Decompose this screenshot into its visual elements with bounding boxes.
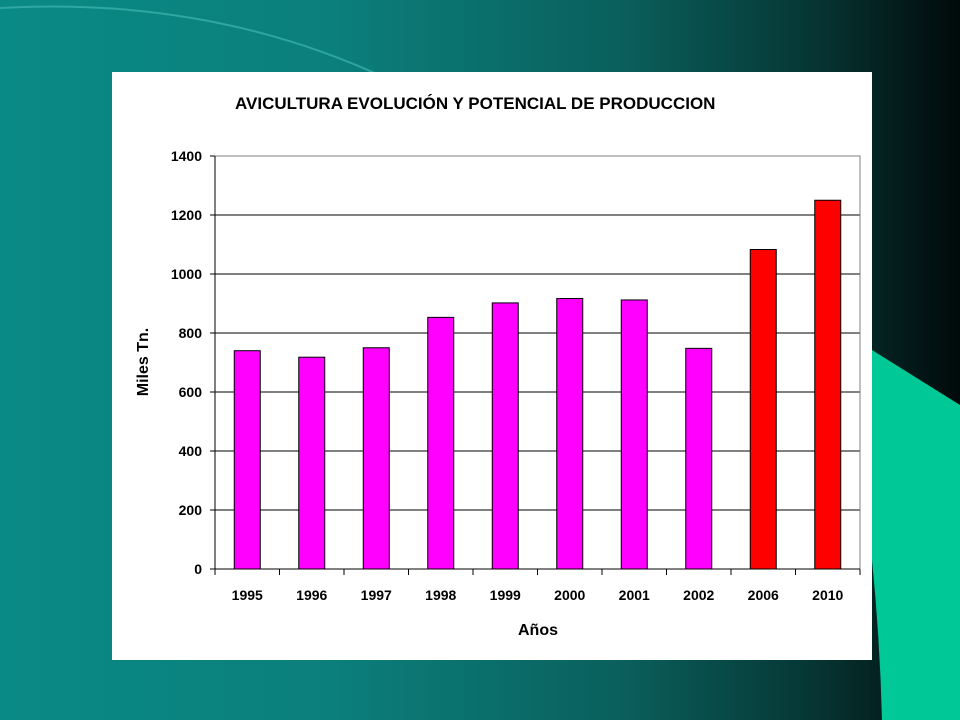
bar-2000: [556, 297, 584, 570]
x-tick-label: 1998: [425, 587, 456, 603]
x-tick-label: 2002: [683, 587, 714, 603]
chart-title: AVICULTURA EVOLUCIÓN Y POTENCIAL DE PROD…: [235, 94, 715, 113]
decorative-accent-shape: [872, 350, 960, 720]
bar-2010: [814, 199, 842, 570]
bar-chart: AVICULTURA EVOLUCIÓN Y POTENCIAL DE PROD…: [135, 94, 861, 639]
bar-2006: [749, 249, 777, 570]
axes: [214, 155, 861, 570]
x-tick-label: 2010: [812, 587, 843, 603]
x-tick-label: 2001: [619, 587, 650, 603]
x-tick-label: 1996: [296, 587, 327, 603]
chart-panel: AVICULTURA EVOLUCIÓN Y POTENCIAL DE PROD…: [112, 72, 872, 660]
bar-2002: [685, 347, 713, 570]
bar-1997: [362, 347, 390, 570]
decorative-swoosh-line: [0, 5, 421, 96]
x-tick-label: 1999: [490, 587, 521, 603]
y-tick-label: 200: [179, 502, 203, 518]
bar-1998: [427, 316, 455, 570]
y-tick-label: 400: [179, 443, 203, 459]
bar-1999: [491, 302, 519, 570]
y-tick-label: 1400: [171, 148, 202, 164]
y-axis-label: Miles Tn.: [135, 328, 152, 396]
x-tick-label: 1995: [232, 587, 263, 603]
bar-2001: [620, 299, 648, 570]
y-tick-label: 800: [179, 325, 203, 341]
bars: [233, 199, 842, 570]
y-tick-label: 1000: [171, 266, 202, 282]
x-tick-labels: 1995 1996 1997 1998 1999 2000 2001 2002 2006 2010: [232, 587, 844, 603]
y-tick-label: 0: [194, 561, 202, 577]
x-tick-label: 2000: [554, 587, 585, 603]
x-tick-label: 2006: [748, 587, 779, 603]
y-tick-label: 1200: [171, 207, 202, 223]
x-tick-label: 1997: [361, 587, 392, 603]
bar-1995: [233, 350, 261, 570]
y-tick-label: 600: [179, 384, 203, 400]
bar-1996: [298, 356, 326, 570]
x-axis-label: Años: [518, 622, 558, 639]
y-tick-labels: 0 200 400 600 800 1000 1200 1400: [171, 148, 202, 577]
